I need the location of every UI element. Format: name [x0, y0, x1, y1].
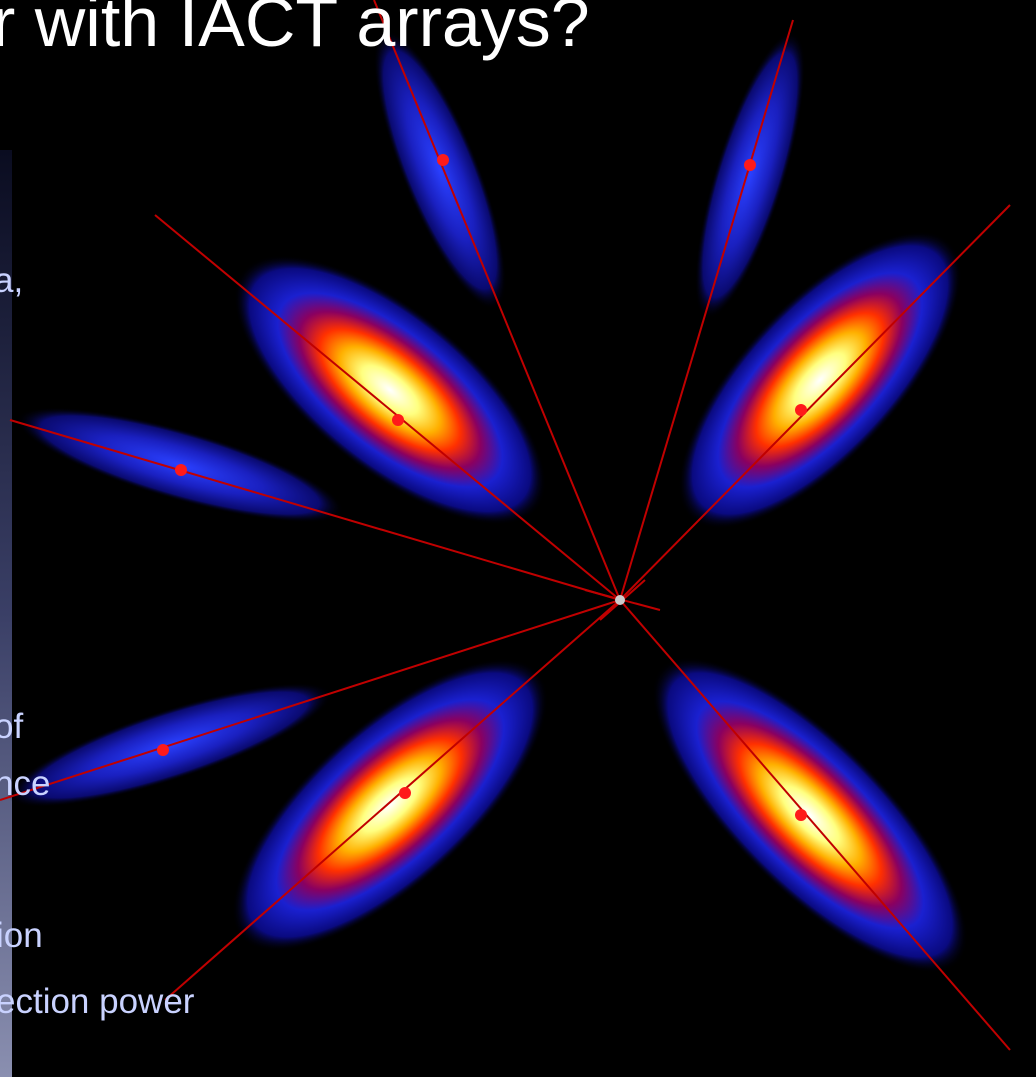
shower	[188, 612, 592, 999]
source-position	[615, 595, 625, 605]
centroid	[795, 809, 807, 821]
axis-line	[620, 600, 1010, 1050]
shower	[608, 613, 1011, 1016]
slide-title: r with IACT arrays?	[0, 0, 590, 61]
shower	[673, 21, 828, 328]
centroid	[157, 744, 169, 756]
showers	[0, 17, 1012, 1017]
centroid	[392, 414, 404, 426]
body-text: ion	[0, 916, 43, 955]
axis-line	[155, 215, 620, 600]
centroid	[795, 404, 807, 416]
slide: r with IACT arrays? a, of nce ion ection…	[0, 0, 1036, 1077]
centroid	[399, 787, 411, 799]
body-text: nce	[0, 764, 50, 803]
centroid	[744, 159, 756, 171]
centroid	[437, 154, 449, 166]
centroid	[175, 464, 187, 476]
body-text: of	[0, 707, 23, 746]
shower	[349, 17, 532, 324]
body-text: a,	[0, 261, 23, 300]
shower	[633, 188, 1006, 572]
axis-line	[165, 600, 620, 1000]
body-text: ection power	[0, 982, 195, 1021]
shower-image: r with IACT arrays? a, of nce ion ection…	[0, 0, 1036, 1077]
